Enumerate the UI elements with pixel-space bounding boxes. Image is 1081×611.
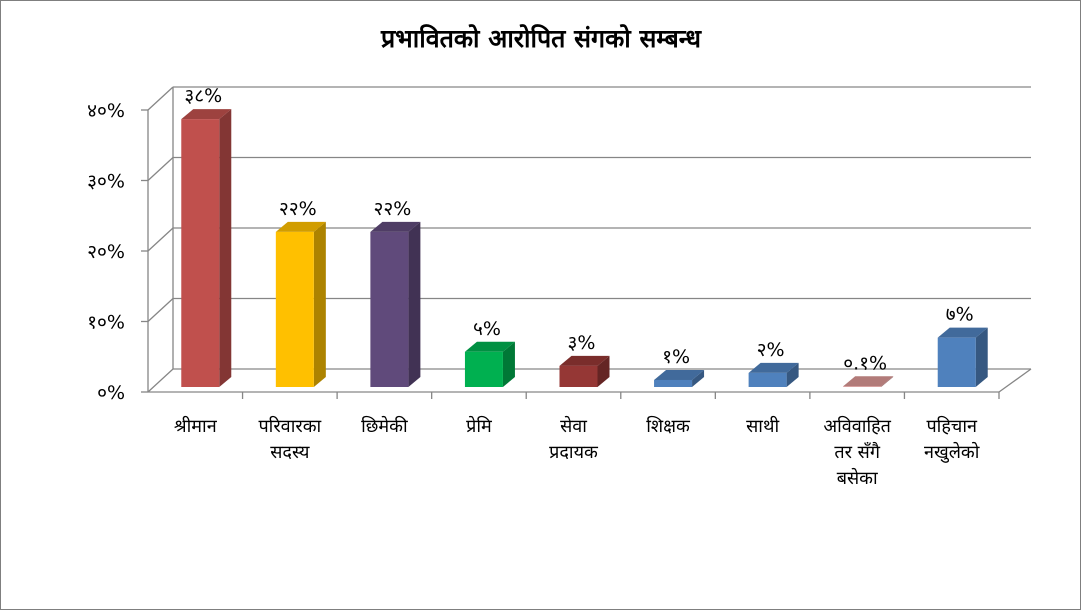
bar-side [786, 362, 799, 387]
bar [464, 341, 515, 387]
bar [275, 221, 326, 387]
category-label: तर सँगै [834, 441, 881, 463]
data-label: १% [662, 346, 690, 368]
y-tick-label: १०% [87, 312, 125, 334]
bar [748, 362, 799, 387]
bar-side [692, 369, 705, 387]
bar-front [843, 386, 882, 387]
category-label: साथी [746, 415, 779, 437]
bar [843, 376, 894, 387]
bar-side [408, 221, 421, 387]
gridline-side [147, 86, 174, 111]
category-label: प्रेमि [466, 415, 493, 437]
category-label: श्रीमान [174, 415, 218, 437]
bar-front [937, 337, 976, 387]
bar-front [370, 231, 409, 387]
y-tick-label: ३०% [87, 171, 125, 193]
bar-side [597, 355, 610, 387]
bar-front [654, 379, 693, 387]
gridline-side [147, 157, 174, 181]
bar-top [748, 362, 799, 373]
bar-front [559, 365, 598, 387]
category-label: छिमेकी [361, 415, 408, 437]
bar-front [275, 231, 314, 387]
category-label: प्रदायक [549, 442, 599, 463]
data-label: ३% [568, 332, 596, 354]
category-label: सेवा [560, 415, 587, 437]
category-label: शिक्षक [646, 415, 691, 437]
bar-side [975, 327, 988, 387]
y-tick-label: ४०% [87, 100, 125, 122]
data-label: २% [757, 339, 785, 361]
bar-side [313, 221, 326, 387]
floor-edge [998, 368, 1032, 393]
data-label: ७% [946, 304, 974, 326]
data-label: ०.१% [843, 352, 887, 374]
category-label: सदस्य [270, 442, 310, 463]
bar-front [464, 351, 503, 387]
bar [559, 355, 610, 387]
data-label: २२% [279, 198, 317, 220]
chart-title: प्रभावितको आरोपित संगको सम्बन्ध [380, 24, 703, 53]
bar [181, 109, 232, 387]
bar-top [654, 369, 705, 380]
bar-top [843, 376, 894, 387]
labels: ०% १०% २०% ३०% ४०% ३८% श्रीमान २२% परिवारका सदस्य… [87, 85, 980, 489]
bar [370, 221, 421, 387]
bar-top [370, 221, 421, 232]
bar-side [881, 376, 894, 387]
gridline-side [147, 368, 174, 393]
category-label: परिवारका [258, 415, 321, 437]
gridline-side [147, 227, 174, 252]
bar-side [219, 109, 232, 387]
y-tick-label: ०% [97, 382, 125, 404]
bar-top [559, 355, 610, 366]
bar [937, 327, 988, 387]
bar-front [748, 372, 787, 387]
gridline-side [147, 298, 174, 322]
bar-top [464, 341, 515, 352]
bars [181, 109, 988, 387]
axes [141, 87, 1032, 399]
bar-top [937, 327, 988, 338]
data-label: ५% [473, 318, 501, 340]
y-tick-label: २०% [87, 241, 125, 263]
bar-side [502, 341, 515, 387]
category-label: बसेका [837, 467, 878, 489]
bar-top [275, 221, 326, 232]
data-label: ३८% [184, 85, 222, 107]
bar [654, 369, 705, 387]
category-label: नखुलेको [924, 441, 980, 463]
bar-front [181, 119, 220, 387]
category-label: पहिचान [926, 415, 978, 437]
bar-top [181, 109, 232, 120]
category-label: अविवाहित [823, 415, 891, 437]
data-label: २२% [373, 198, 411, 220]
